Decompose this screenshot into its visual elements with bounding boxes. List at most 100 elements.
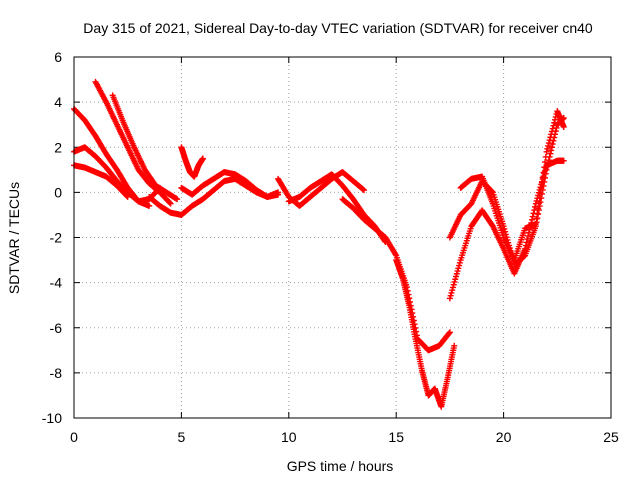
- data-point: [532, 203, 539, 210]
- data-point: [549, 125, 556, 132]
- data-point: [560, 157, 567, 164]
- data-point: [548, 144, 555, 151]
- series-track-8: [178, 144, 206, 180]
- grid-lines: [74, 57, 611, 418]
- data-point: [522, 242, 529, 249]
- data-point: [542, 153, 549, 160]
- data-point: [550, 122, 557, 129]
- data-point: [501, 225, 508, 232]
- data-point: [523, 239, 530, 246]
- data-point: [538, 179, 545, 186]
- data-point: [528, 216, 535, 223]
- data-point: [123, 193, 130, 200]
- y-tick-label: -4: [50, 275, 63, 291]
- x-tick-label: 10: [281, 429, 297, 445]
- y-tick-label: -6: [50, 320, 63, 336]
- data-point: [455, 265, 462, 272]
- x-axis-label: GPS time / hours: [287, 458, 394, 474]
- data-point: [447, 292, 454, 299]
- data-point: [454, 268, 461, 275]
- data-point: [522, 245, 529, 252]
- data-point: [448, 289, 455, 296]
- data-point: [124, 193, 131, 200]
- data-point: [525, 229, 532, 236]
- x-tick-label: 15: [388, 429, 404, 445]
- data-point: [449, 284, 456, 291]
- data-point: [452, 276, 459, 283]
- data-point: [166, 199, 173, 206]
- data-point: [446, 330, 453, 337]
- data-point: [456, 259, 463, 266]
- series-track-14: [446, 157, 567, 302]
- series-track-12: [393, 257, 458, 410]
- data-point: [538, 184, 545, 191]
- y-tick-label: -10: [42, 410, 62, 426]
- data-point: [456, 262, 463, 269]
- series-track-1: [71, 105, 163, 205]
- data-point: [535, 205, 542, 212]
- data-point: [360, 187, 367, 194]
- data-point: [546, 137, 553, 144]
- data-point: [547, 150, 554, 157]
- data-point: [392, 251, 399, 258]
- data-point: [535, 200, 542, 207]
- y-tick-label: 6: [54, 49, 62, 65]
- data-point: [548, 147, 555, 154]
- data-point: [502, 228, 509, 235]
- data-point: [551, 116, 558, 123]
- data-point: [541, 164, 548, 171]
- data-point: [531, 207, 538, 214]
- data-point: [541, 170, 548, 177]
- x-tick-label: 25: [603, 429, 619, 445]
- data-point: [545, 142, 552, 149]
- data-point: [446, 329, 453, 336]
- data-point: [199, 155, 206, 162]
- x-tick-label: 20: [496, 429, 512, 445]
- data-point: [548, 128, 555, 135]
- series-track-7: [178, 169, 282, 200]
- data-point: [146, 202, 153, 209]
- data-point: [548, 131, 555, 138]
- data-points: [71, 78, 567, 410]
- y-tick-label: -2: [50, 230, 63, 246]
- data-point: [542, 159, 549, 166]
- data-point: [545, 140, 552, 147]
- series-track-15: [457, 108, 567, 264]
- data-point: [537, 190, 544, 197]
- data-point: [533, 215, 540, 222]
- data-point: [525, 232, 532, 239]
- series-track-5: [109, 92, 181, 203]
- series-track-10: [285, 171, 389, 246]
- y-tick-label: 2: [54, 139, 62, 155]
- data-point: [529, 213, 536, 220]
- series-track-3: [71, 162, 131, 200]
- data-point: [543, 148, 550, 155]
- data-point: [536, 195, 543, 202]
- data-point: [167, 200, 174, 207]
- data-point: [547, 134, 554, 141]
- data-point: [451, 342, 458, 349]
- series-track-2: [71, 144, 153, 209]
- data-point: [551, 119, 558, 126]
- plot-frame: [73, 56, 612, 419]
- data-point: [540, 169, 547, 176]
- data-point: [560, 123, 567, 130]
- series-track-4: [92, 78, 174, 207]
- data-point: [451, 278, 458, 285]
- data-point: [500, 223, 507, 230]
- data-point: [446, 295, 453, 302]
- y-tick-label: 4: [54, 94, 62, 110]
- data-point: [450, 281, 457, 288]
- data-point: [544, 145, 551, 152]
- data-point: [449, 287, 456, 294]
- data-point: [539, 174, 546, 181]
- data-point: [534, 210, 541, 217]
- data-point: [524, 236, 531, 243]
- data-point: [453, 270, 460, 277]
- data-point: [532, 220, 539, 227]
- data-point: [275, 191, 282, 198]
- y-tick-label: -8: [50, 365, 63, 381]
- y-tick-label: 0: [54, 184, 62, 200]
- x-tick-label: 5: [178, 429, 186, 445]
